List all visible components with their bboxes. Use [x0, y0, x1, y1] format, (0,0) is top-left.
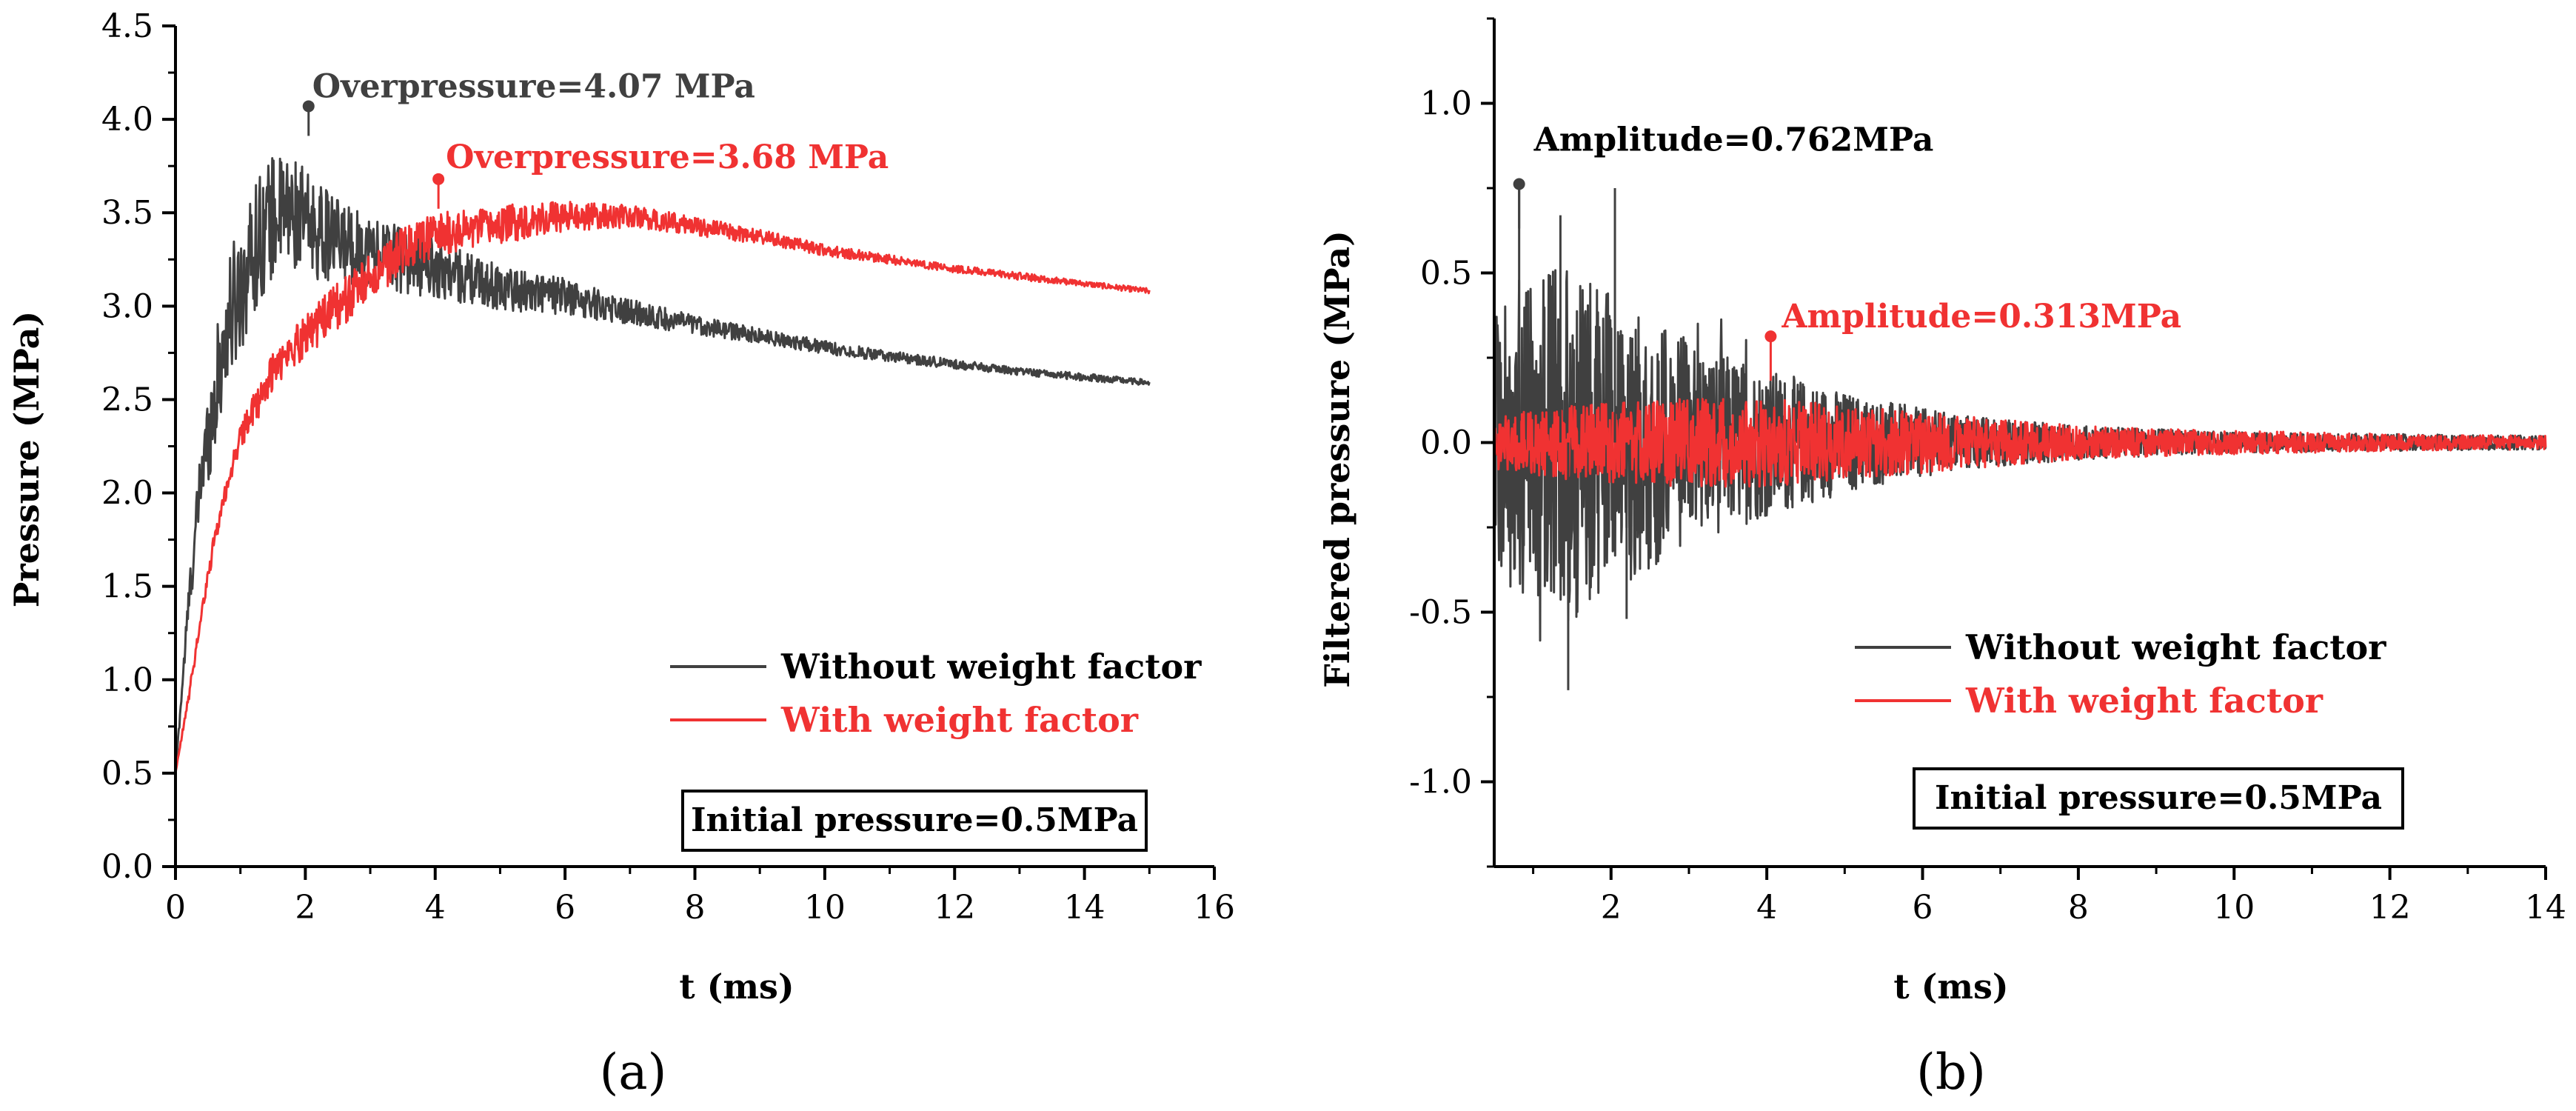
chart-a-legend-label-without: Without weight factor — [780, 647, 1202, 687]
chart-a-annotation-with: Overpressure=3.68 MPa — [432, 139, 889, 209]
chart-b-annotation-with: Amplitude=0.313MPa — [1764, 298, 2181, 381]
chart-a-ytick-label: 4.5 — [101, 7, 153, 45]
chart-a-xtick-label: 2 — [295, 889, 315, 927]
chart-a-ytick-label: 2.0 — [101, 475, 153, 513]
chart-a-legend: Without weight factor With weight factor — [670, 647, 1202, 740]
chart-a-ytick-label: 0.5 — [101, 755, 153, 793]
chart-b-xtick-label: 10 — [2213, 889, 2255, 927]
chart-a-annotation-with-label: Overpressure=3.68 MPa — [446, 139, 889, 176]
chart-a-ytick-label: 1.0 — [101, 661, 153, 699]
chart-b-annotation-with-label: Amplitude=0.313MPa — [1781, 298, 2181, 336]
chart-b-xtick-label: 14 — [2525, 889, 2566, 927]
chart-b-ytick-label: 0.0 — [1420, 424, 1472, 462]
chart-b-xtick-label: 2 — [1601, 889, 1622, 927]
chart-a-ylabel: Pressure (MPa) — [7, 311, 47, 607]
chart-b-series-with — [1493, 398, 2547, 488]
chart-a-ytick-label: 3.0 — [101, 287, 153, 325]
chart-b-xtick-label: 4 — [1756, 889, 1777, 927]
chart-a-legend-label-with: With weight factor — [780, 700, 1139, 740]
chart-b-legend-label-without: Without weight factor — [1965, 627, 2386, 667]
chart-a: 0 2 4 6 8 10 12 14 16 0.0 0.5 1.0 1.5 2.0 2.5 3.0 3.5 4.0… — [7, 7, 1235, 1101]
chart-b-note-text: Initial pressure=0.5MPa — [1935, 779, 2382, 817]
chart-a-series-without — [174, 157, 1151, 774]
chart-b-ytick-label: -0.5 — [1409, 594, 1472, 632]
chart-a-xtick-label: 14 — [1064, 889, 1105, 927]
chart-b-annotation-without: Amplitude=0.762MPa — [1513, 121, 1934, 229]
chart-b-annotation-without-label: Amplitude=0.762MPa — [1533, 121, 1934, 159]
chart-a-panel-label: (a) — [600, 1044, 667, 1101]
chart-a-ytick-label: 4.0 — [101, 101, 153, 139]
chart-b-xtick-label: 8 — [2068, 889, 2089, 927]
chart-a-annotation-without-label: Overpressure=4.07 MPa — [312, 67, 755, 105]
chart-b-ytick-label: -1.0 — [1409, 764, 1472, 801]
chart-a-xtick-label: 16 — [1194, 889, 1235, 927]
chart-a-series-with — [174, 201, 1151, 774]
chart-b-legend: Without weight factor With weight factor — [1855, 627, 2386, 721]
chart-a-xtick-label: 0 — [165, 889, 186, 927]
chart-a-annotation-without: Overpressure=4.07 MPa — [302, 67, 755, 136]
chart-b-ylabel: Filtered pressure (MPa) — [1317, 230, 1357, 688]
chart-a-ytick-label: 2.5 — [101, 381, 153, 418]
chart-b-xtick-label: 6 — [1913, 889, 1933, 927]
chart-a-xtick-label: 12 — [934, 889, 975, 927]
chart-a-ytick-label: 0.0 — [101, 848, 153, 886]
chart-b-ytick-label: 1.0 — [1420, 85, 1472, 123]
chart-a-xtick-label: 6 — [555, 889, 575, 927]
chart-a-xtick-label: 8 — [685, 889, 706, 927]
chart-b-panel-label: (b) — [1916, 1044, 1986, 1101]
chart-b-note: Initial pressure=0.5MPa — [1913, 767, 2404, 830]
chart-a-note-box — [681, 790, 1148, 852]
chart-b-ytick-label: 0.5 — [1420, 255, 1472, 293]
chart-a-ytick-label: 3.5 — [101, 194, 153, 232]
chart-b-xlabel: t (ms) — [1893, 967, 2008, 1007]
chart-a-xlabel: t (ms) — [679, 967, 794, 1007]
chart-a-note-text: Initial pressure=0.5MPa — [691, 801, 1138, 839]
chart-b-legend-label-with: With weight factor — [1965, 681, 2324, 721]
chart-a-xtick-label: 4 — [425, 889, 446, 927]
chart-a-note: Initial pressure=0.5MPa — [681, 790, 1148, 852]
chart-a-ytick-label: 1.5 — [101, 568, 153, 606]
chart-a-xtick-label: 10 — [804, 889, 846, 927]
chart-b-note-box — [1913, 767, 2404, 830]
chart-b: 2 4 6 8 10 12 14 -1.0 -0.5 0.0 0.5 1.0 t (ms) Filte… — [1317, 17, 2566, 1101]
chart-b-xtick-label: 12 — [2369, 889, 2411, 927]
